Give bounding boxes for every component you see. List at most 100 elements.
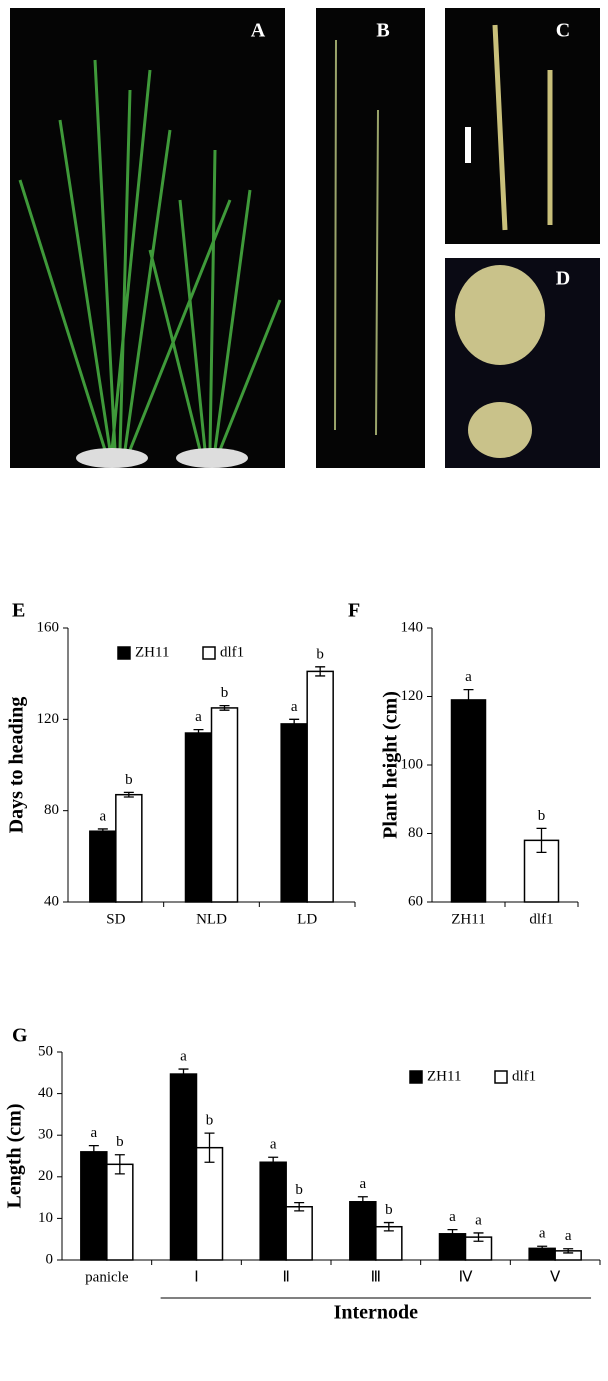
plants — [18, 59, 282, 451]
legend-swatch — [409, 1070, 423, 1084]
error-bar — [473, 1232, 484, 1242]
legend-label: ZH11 — [135, 644, 169, 660]
significance-letter: b — [206, 1113, 214, 1129]
legend-label: dlf1 — [512, 1068, 536, 1084]
x-tick-label: Ⅱ — [282, 1269, 289, 1285]
bar — [106, 1163, 134, 1261]
x-tick-label: dlf1 — [529, 911, 553, 927]
panel-label: E — [12, 600, 25, 622]
error-bar — [447, 1228, 458, 1239]
y-tick-label: 120 — [401, 688, 424, 704]
error-bar — [289, 718, 300, 730]
significance-letter: a — [449, 1209, 456, 1225]
seeds — [468, 402, 532, 458]
error-bar — [97, 828, 108, 835]
error-bar — [193, 728, 204, 738]
bar — [280, 723, 308, 903]
significance-letter: a — [270, 1137, 277, 1153]
x-tick-label: SD — [106, 911, 125, 927]
error-bar — [563, 1248, 574, 1254]
significance-letter: b — [221, 685, 229, 701]
y-tick-label: 120 — [37, 711, 60, 727]
y-tick-label: 60 — [408, 893, 423, 909]
error-bar — [123, 791, 134, 798]
error-bar — [357, 1196, 368, 1208]
significance-letter: a — [539, 1226, 546, 1242]
y-tick-label: 40 — [44, 893, 59, 909]
panel-label: B — [376, 20, 389, 42]
bar — [115, 793, 143, 903]
y-tick-label: 30 — [38, 1127, 53, 1143]
significance-letter: b — [538, 808, 546, 824]
significance-letter: a — [291, 699, 298, 715]
panel-label: A — [251, 20, 266, 42]
y-axis-label: Days to heading — [6, 697, 28, 834]
panel-label: G — [12, 1025, 28, 1047]
error-bar — [114, 1154, 125, 1175]
scale-bar — [465, 127, 471, 163]
panel-label: F — [348, 600, 360, 622]
bar — [450, 699, 487, 903]
significance-letter: a — [99, 808, 106, 824]
y-axis-label: Length (cm) — [4, 1104, 26, 1209]
bar — [210, 707, 239, 903]
x-axis-label: Internode — [334, 1302, 419, 1324]
panel-label: D — [556, 268, 570, 290]
x-tick-label: Ⅴ — [550, 1269, 561, 1285]
x-tick-label: Ⅳ — [459, 1269, 473, 1285]
significance-letter: a — [90, 1125, 97, 1141]
error-bar — [315, 666, 326, 677]
y-axis-label: Plant height (cm) — [380, 691, 402, 839]
significance-letter: a — [475, 1212, 482, 1228]
significance-letter: a — [359, 1176, 366, 1192]
bar — [349, 1201, 377, 1261]
y-tick-label: 80 — [408, 825, 423, 841]
significance-letter: a — [565, 1228, 572, 1244]
significance-letter: a — [195, 709, 202, 725]
seeds — [455, 265, 545, 365]
legend-label: dlf1 — [220, 644, 244, 660]
y-tick-label: 160 — [37, 619, 60, 635]
x-tick-label: Ⅰ — [194, 1269, 198, 1285]
significance-letter: a — [180, 1048, 187, 1064]
y-tick-label: 0 — [46, 1251, 54, 1267]
y-tick-label: 40 — [38, 1085, 53, 1101]
pot — [176, 448, 248, 468]
bar — [259, 1161, 287, 1261]
error-bar — [463, 689, 474, 711]
significance-letter: b — [125, 772, 133, 788]
photo-b — [316, 8, 425, 468]
legend-swatch — [494, 1070, 508, 1084]
error-bar — [178, 1068, 189, 1080]
y-tick-label: 80 — [44, 802, 59, 818]
y-tick-label: 10 — [38, 1210, 53, 1226]
significance-letter: a — [465, 669, 472, 685]
legend-label: ZH11 — [427, 1068, 461, 1084]
pot — [76, 448, 148, 468]
y-tick-label: 50 — [38, 1043, 53, 1059]
legend-swatch — [202, 646, 216, 660]
x-tick-label: ZH11 — [451, 911, 485, 927]
significance-letter: b — [316, 646, 324, 662]
bar — [184, 732, 213, 903]
bar — [375, 1225, 403, 1261]
bar — [285, 1206, 313, 1261]
bar — [89, 830, 117, 903]
y-tick-label: 20 — [38, 1168, 53, 1184]
bar — [80, 1151, 108, 1261]
error-bar — [537, 1245, 548, 1252]
stems — [334, 39, 379, 436]
significance-letter: b — [116, 1134, 124, 1150]
error-bar — [536, 827, 547, 853]
error-bar — [268, 1156, 279, 1168]
significance-letter: b — [385, 1202, 393, 1218]
error-bar — [383, 1221, 394, 1232]
panel-label: C — [556, 20, 570, 42]
error-bar — [294, 1201, 305, 1212]
legend-swatch — [117, 646, 131, 660]
x-tick-label: Ⅲ — [371, 1269, 381, 1285]
x-tick-label: LD — [297, 911, 317, 927]
x-tick-label: NLD — [196, 911, 227, 927]
bar — [195, 1146, 224, 1261]
